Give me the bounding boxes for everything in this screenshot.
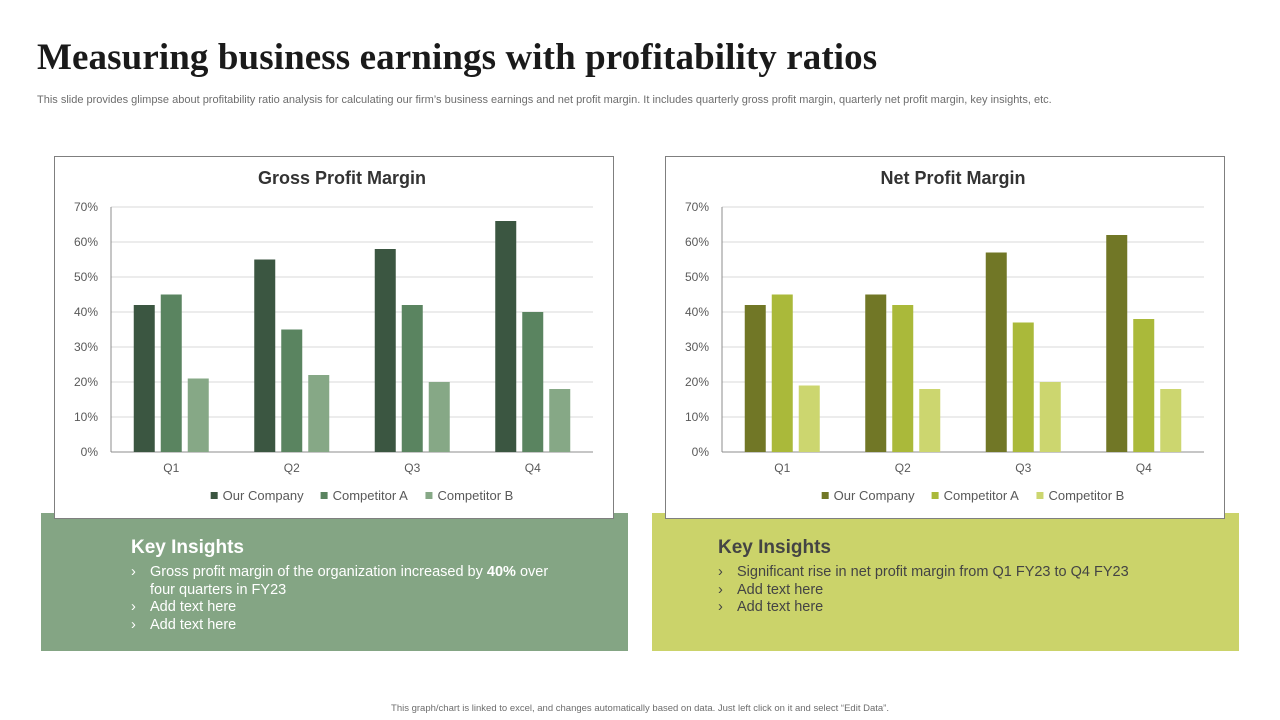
bar-competitor-b-q3 — [428, 382, 450, 452]
bar-our-company-q4 — [1106, 235, 1128, 452]
y-tick-label: 40% — [74, 305, 98, 319]
gross-insight-item: Add text here — [131, 599, 561, 617]
gross-profit-chart[interactable]: Gross Profit Margin 0% 10% 20% 30% 40% 50% 60% 7… — [54, 156, 614, 519]
legend-swatch — [931, 492, 939, 499]
bar-our-company-q2 — [865, 294, 887, 452]
bar-competitor-b-q3 — [1039, 382, 1061, 452]
legend-swatch — [1036, 492, 1044, 499]
y-tick-label: 20% — [74, 375, 98, 389]
net-profit-chart[interactable]: Net Profit Margin 0% 10% 20% 30% 40% 50% 60% 70%… — [665, 156, 1225, 519]
legend-label: Competitor B — [437, 488, 513, 503]
y-tick-label: 50% — [74, 270, 98, 284]
bar-our-company-q3 — [374, 249, 396, 452]
bar-competitor-a-q1 — [771, 294, 793, 452]
legend-swatch — [821, 492, 829, 499]
bar-competitor-a-q3 — [1012, 322, 1034, 452]
gross-insight-item: Add text here — [131, 617, 561, 635]
y-tick-label: 0% — [81, 445, 99, 459]
y-tick-label: 10% — [685, 410, 709, 424]
net-insight-item: Add text here — [718, 582, 1188, 600]
gross-insight-highlight: 40% — [486, 564, 516, 580]
legend-label: Our Company — [223, 488, 304, 503]
bar-competitor-a-q2 — [281, 329, 303, 452]
y-tick-label: 50% — [685, 270, 709, 284]
bar-competitor-b-q2 — [308, 375, 330, 452]
gross-insights-heading: Key Insights — [131, 537, 244, 558]
gross-insights-panel: Key Insights Gross profit margin of the … — [41, 513, 628, 651]
legend-label: Competitor A — [944, 488, 1019, 503]
gross-profit-chart-svg: Gross Profit Margin 0% 10% 20% 30% 40% 50% 60% 7… — [74, 168, 593, 503]
bar-competitor-b-q4 — [1160, 389, 1182, 452]
y-tick-label: 70% — [685, 200, 709, 214]
bar-our-company-q3 — [985, 252, 1007, 452]
y-tick-label: 60% — [74, 235, 98, 249]
x-tick-label: Q3 — [1015, 461, 1031, 475]
bar-competitor-b-q4 — [549, 389, 571, 452]
bar-competitor-b-q1 — [798, 385, 820, 452]
net-insights-heading: Key Insights — [718, 537, 831, 558]
x-tick-label: Q1 — [774, 461, 790, 475]
footer-note: This graph/chart is linked to excel, and… — [391, 703, 889, 714]
y-tick-label: 20% — [685, 375, 709, 389]
gross-insight-text-end: over four quarters in FY23 — [150, 564, 549, 598]
net-profit-chart-svg: Net Profit Margin 0% 10% 20% 30% 40% 50% 60% 70%… — [685, 168, 1204, 503]
y-tick-label: 0% — [692, 445, 710, 459]
y-tick-label: 10% — [74, 410, 98, 424]
net-insights-list: Significant rise in net profit margin fr… — [718, 564, 1188, 617]
y-tick-label: 40% — [685, 305, 709, 319]
y-tick-label: 30% — [685, 340, 709, 354]
x-tick-label: Q3 — [404, 461, 420, 475]
x-tick-label: Q2 — [895, 461, 911, 475]
bar-competitor-a-q1 — [160, 294, 182, 452]
net-insight-item: Add text here — [718, 599, 1188, 617]
bar-competitor-b-q1 — [187, 378, 209, 452]
x-tick-label: Q4 — [1136, 461, 1152, 475]
y-tick-label: 60% — [685, 235, 709, 249]
x-tick-label: Q2 — [284, 461, 300, 475]
x-tick-label: Q1 — [163, 461, 179, 475]
bar-our-company-q1 — [133, 305, 155, 452]
legend-swatch — [210, 492, 218, 499]
bar-our-company-q1 — [744, 305, 766, 452]
bar-our-company-q4 — [495, 221, 517, 452]
net-insight-item: Significant rise in net profit margin fr… — [718, 564, 1188, 582]
legend-label: Competitor A — [333, 488, 408, 503]
bar-competitor-a-q4 — [1133, 319, 1155, 452]
bar-competitor-b-q2 — [919, 389, 941, 452]
legend-swatch — [425, 492, 433, 499]
legend-label: Our Company — [834, 488, 915, 503]
page-title: Measuring business earnings with profita… — [37, 37, 878, 78]
net-insights-panel: Key Insights Significant rise in net pro… — [652, 513, 1239, 651]
x-tick-label: Q4 — [525, 461, 541, 475]
page-subtitle: This slide provides glimpse about profit… — [37, 94, 1052, 106]
bar-competitor-a-q3 — [401, 305, 423, 452]
bar-competitor-a-q2 — [892, 305, 914, 452]
legend-label: Competitor B — [1048, 488, 1124, 503]
chart-title: Net Profit Margin — [880, 168, 1025, 188]
y-tick-label: 70% — [74, 200, 98, 214]
legend-swatch — [320, 492, 328, 499]
gross-insight-item: Gross profit margin of the organization … — [131, 564, 561, 599]
y-tick-label: 30% — [74, 340, 98, 354]
gross-insights-list: Gross profit margin of the organization … — [131, 564, 561, 634]
bar-our-company-q2 — [254, 259, 276, 452]
gross-insight-text: Gross profit margin of the organization … — [150, 564, 487, 580]
chart-title: Gross Profit Margin — [258, 168, 426, 188]
bar-competitor-a-q4 — [522, 312, 544, 452]
